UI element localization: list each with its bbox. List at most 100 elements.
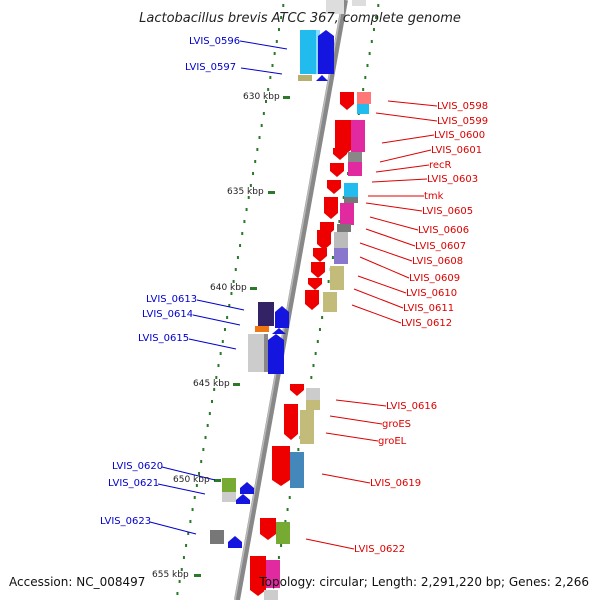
tick-mark (362, 88, 365, 91)
tick-mark (206, 424, 209, 427)
scale-tick (250, 287, 257, 290)
leader-line (359, 242, 413, 262)
forward-gene-arrow (318, 30, 334, 74)
tick-mark (338, 220, 341, 223)
reverse-gene-arrow (340, 92, 354, 110)
leader-line (381, 134, 435, 144)
tick-mark (277, 28, 280, 31)
feature-block (357, 104, 369, 114)
forward-gene-arrow (316, 75, 328, 81)
feature-block (306, 388, 320, 400)
gene-label[interactable]: groEL (378, 436, 407, 447)
reverse-gene-arrow (284, 404, 298, 440)
gene-label[interactable]: LVIS_0611 (403, 303, 454, 314)
leader-line (379, 149, 432, 163)
reverse-gene-arrow (260, 518, 276, 540)
tick-mark (215, 376, 218, 379)
leader-line (188, 338, 237, 350)
feature-block (348, 152, 362, 162)
forward-gene-arrow (272, 328, 286, 334)
tick-mark (312, 364, 315, 367)
leader-line (365, 228, 416, 247)
gene-label[interactable]: LVIS_0612 (401, 318, 452, 329)
feature-block (264, 334, 268, 372)
scale-labels: 630 kbp 635 kbp 640 kbp 645 kbp 650 kbp … (152, 92, 280, 580)
reverse-gene-arrow (330, 163, 344, 177)
feature-block (298, 75, 312, 81)
leader-line (321, 473, 371, 484)
gene-label[interactable]: LVIS_0607 (415, 241, 466, 252)
gene-label[interactable]: recR (429, 160, 452, 171)
tick-mark (249, 184, 252, 187)
gene-label[interactable]: LVIS_0609 (409, 273, 460, 284)
feature-block (264, 590, 278, 600)
gene-label[interactable]: LVIS_0606 (418, 225, 469, 236)
gene-label[interactable]: LVIS_0613 (146, 294, 197, 305)
leader-line (359, 256, 410, 279)
tick-mark (230, 292, 233, 295)
gene-label[interactable]: LVIS_0597 (185, 62, 236, 73)
tick-mark (364, 76, 367, 79)
feature-block (222, 478, 236, 492)
tick-mark (377, 4, 380, 7)
gene-label[interactable]: LVIS_0614 (142, 309, 193, 320)
gene-label[interactable]: LVIS_0623 (100, 516, 151, 527)
feature-block (222, 492, 236, 502)
genome-summary-text: Topology: circular; Length: 2,291,220 bp… (258, 575, 589, 589)
feature-track (210, 0, 371, 600)
reverse-gene-labels: LVIS_0598 LVIS_0599 LVIS_0600 LVIS_0601 … (354, 101, 488, 555)
scale-label: 635 kbp (227, 187, 264, 197)
gene-label[interactable]: LVIS_0600 (434, 130, 485, 141)
feature-block (326, 0, 344, 14)
gene-label[interactable]: LVIS_0615 (138, 333, 189, 344)
forward-gene-arrow (275, 306, 289, 328)
gene-label[interactable]: LVIS_0622 (354, 544, 405, 555)
gene-label[interactable]: LVIS_0608 (412, 256, 463, 267)
gene-label[interactable]: LVIS_0599 (437, 116, 488, 127)
tick-mark (202, 448, 205, 451)
tick-mark (178, 580, 181, 583)
feature-block (306, 400, 320, 410)
reverse-gene-arrow (313, 248, 327, 262)
scale-tick (268, 191, 275, 194)
gene-label[interactable]: LVIS_0596 (189, 36, 240, 47)
gene-label[interactable]: LVIS_0621 (108, 478, 159, 489)
leader-line (365, 202, 423, 212)
leader-line (157, 483, 206, 495)
gene-label[interactable]: LVIS_0616 (386, 401, 437, 412)
tick-mark (267, 88, 270, 91)
tick-mark (370, 40, 373, 43)
feature-block (344, 197, 358, 203)
tick-mark (273, 52, 276, 55)
gene-label[interactable]: LVIS_0610 (406, 288, 457, 299)
feature-block (348, 162, 362, 176)
tick-mark (254, 160, 257, 163)
tick-mark (243, 220, 246, 223)
tick-mark (314, 352, 317, 355)
gene-label[interactable]: LVIS_0605 (422, 206, 473, 217)
gene-label[interactable]: groES (382, 419, 411, 430)
feature-block (337, 224, 351, 232)
gene-label[interactable]: tmk (424, 191, 444, 202)
reverse-gene-arrow (317, 230, 331, 250)
leader-line (161, 466, 216, 481)
gene-label[interactable]: LVIS_0601 (431, 145, 482, 156)
scale-tick (233, 383, 240, 386)
reverse-gene-arrow (250, 556, 266, 596)
gene-label[interactable]: LVIS_0619 (370, 478, 421, 489)
leader-line (305, 538, 355, 550)
gene-label[interactable]: LVIS_0620 (112, 461, 163, 472)
tick-mark (228, 304, 231, 307)
tick-mark (288, 496, 291, 499)
forward-gene-arrow (236, 494, 250, 504)
label-leaders (149, 40, 438, 550)
tick-mark (372, 28, 375, 31)
tick-mark (221, 340, 224, 343)
leader-line (371, 178, 428, 183)
leader-line (335, 399, 387, 407)
tick-mark (342, 196, 345, 199)
gene-label[interactable]: LVIS_0603 (427, 174, 478, 185)
feature-block (334, 232, 348, 248)
gene-label[interactable]: LVIS_0598 (437, 101, 488, 112)
